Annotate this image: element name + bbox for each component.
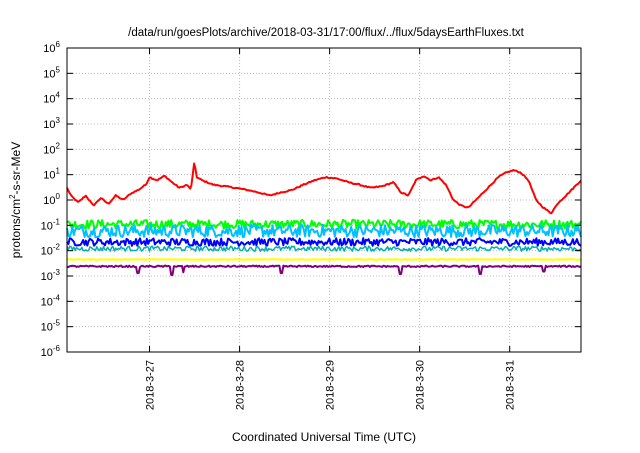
series-line-0 <box>66 162 582 215</box>
y-tick-label: 105 <box>43 65 60 80</box>
ticks: 10-6 10-5 10-4 10-3 10-2 10-1 100 101 102 103 104 1… <box>41 40 581 410</box>
series-line-4 <box>66 245 582 252</box>
series-line-1 <box>66 218 582 230</box>
y-tick-label: 101 <box>43 167 60 182</box>
x-tick-label: 2018-3-29 <box>325 360 337 410</box>
y-axis-label: protons/cm2-s-sr-MeV <box>8 142 23 258</box>
series-line-2 <box>66 223 582 239</box>
y-axis-label-pre: protons/cm <box>9 199 23 258</box>
y-tick-label: 10-5 <box>41 319 61 334</box>
chart-title: /data/run/goesPlots/archive/2018-03-31/1… <box>128 27 524 39</box>
series-line-6 <box>67 264 582 276</box>
y-axis-label-sup: 2 <box>8 194 17 199</box>
x-tick-label: 2018-3-31 <box>505 360 517 410</box>
y-axis-label-post: -s-sr-MeV <box>9 142 23 195</box>
y-tick-label: 106 <box>43 40 60 55</box>
x-axis-label: Coordinated Universal Time (UTC) <box>232 430 416 444</box>
series-layer <box>66 162 582 276</box>
grid <box>67 48 581 352</box>
y-tick-label: 10-3 <box>41 268 61 283</box>
y-tick-label: 103 <box>43 116 60 131</box>
y-tick-label: 104 <box>43 91 60 106</box>
y-tick-label: 10-2 <box>41 243 61 258</box>
y-tick-label: 100 <box>43 192 60 207</box>
y-tick-label: 102 <box>43 141 60 156</box>
y-tick-label: 10-6 <box>41 344 61 359</box>
series-line-5 <box>66 258 582 261</box>
plot-frame <box>66 47 582 353</box>
x-tick-label: 2018-3-28 <box>235 360 247 410</box>
y-tick-label: 10-4 <box>41 293 61 308</box>
y-tick-label: 10-1 <box>41 217 61 232</box>
x-tick-label: 2018-3-27 <box>145 360 157 410</box>
series-line-3 <box>66 237 582 247</box>
x-tick-label: 2018-3-30 <box>415 360 427 410</box>
